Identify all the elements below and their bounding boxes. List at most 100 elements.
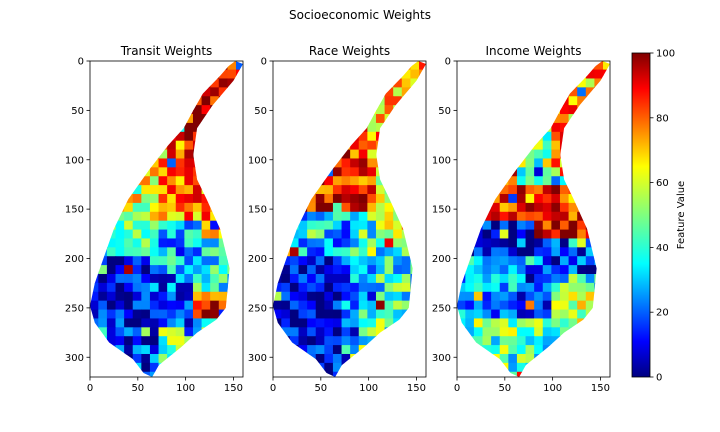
map-cell xyxy=(210,318,220,328)
map-cell xyxy=(192,202,203,213)
map-cell xyxy=(393,371,403,377)
map-cell xyxy=(534,327,544,337)
map-cell xyxy=(332,61,343,71)
map-cell xyxy=(90,202,99,213)
map-cell xyxy=(115,327,125,337)
map-cell xyxy=(115,274,125,284)
map-cell xyxy=(307,176,317,186)
map-cell xyxy=(457,371,466,377)
map-cell xyxy=(482,229,492,240)
map-cell xyxy=(227,131,237,142)
map-cell xyxy=(585,211,595,222)
map-cell xyxy=(375,211,386,222)
map-cell xyxy=(192,238,203,248)
map-cell xyxy=(594,282,604,293)
map-cell xyxy=(457,96,466,106)
map-cell xyxy=(516,211,527,222)
map-cell xyxy=(393,131,403,142)
map-cell xyxy=(141,122,151,133)
map-cell xyxy=(508,202,518,213)
map-cell xyxy=(419,105,426,115)
map-cell xyxy=(457,114,466,124)
map-cell xyxy=(603,61,610,71)
map-cell xyxy=(482,238,492,248)
map-cell xyxy=(218,353,228,364)
map-cell xyxy=(419,114,426,124)
map-cell xyxy=(106,265,117,275)
map-cell xyxy=(124,247,134,257)
map-cell xyxy=(167,345,177,355)
map-cell xyxy=(273,300,282,311)
map-cell xyxy=(401,211,411,222)
map-cell xyxy=(491,353,501,364)
map-cell xyxy=(358,176,368,186)
map-cell xyxy=(281,362,291,373)
map-cell xyxy=(534,362,544,373)
map-cell xyxy=(158,336,168,346)
map-cell xyxy=(115,265,125,275)
map-cell xyxy=(341,211,351,222)
map-cell xyxy=(457,167,466,177)
map-cell xyxy=(324,131,334,142)
map-cell xyxy=(508,353,518,364)
map-cell xyxy=(375,61,386,71)
map-cell xyxy=(473,265,484,275)
map-cell xyxy=(124,353,134,364)
map-cell xyxy=(491,78,501,88)
map-cell xyxy=(358,220,368,231)
map-cell xyxy=(201,353,211,364)
map-cell xyxy=(289,96,300,106)
map-cell xyxy=(358,318,368,328)
map-cell xyxy=(542,158,552,168)
map-cell xyxy=(218,309,228,320)
map-cell xyxy=(384,114,394,124)
map-cell xyxy=(115,336,125,346)
map-cell xyxy=(542,96,552,106)
map-cell xyxy=(401,327,411,337)
map-cell xyxy=(90,229,99,240)
map-cell xyxy=(289,149,300,160)
map-cell xyxy=(141,211,151,222)
map-cell xyxy=(393,309,403,320)
map-cell xyxy=(499,140,509,151)
map-cell xyxy=(577,220,587,231)
map-cell xyxy=(307,202,317,213)
map-cell xyxy=(298,61,308,71)
map-cell xyxy=(482,176,492,186)
map-cell xyxy=(367,194,377,204)
map-cell xyxy=(585,69,595,80)
map-cell xyxy=(315,211,325,222)
map-cell xyxy=(384,300,394,311)
map-cell xyxy=(167,291,177,302)
map-cell xyxy=(603,131,610,142)
map-cell xyxy=(525,238,535,248)
map-cell xyxy=(149,114,160,124)
map-cell xyxy=(90,220,99,231)
colorbar-tick-label: 40 xyxy=(656,243,669,254)
map-cell xyxy=(482,220,492,231)
map-cell xyxy=(132,105,142,115)
map-cell xyxy=(568,149,578,160)
map-cell xyxy=(298,291,308,302)
map-cell xyxy=(132,220,142,231)
map-cell xyxy=(98,309,108,320)
map-cell xyxy=(149,238,160,248)
map-cell xyxy=(585,185,595,195)
map-cell xyxy=(603,309,610,320)
map-cell xyxy=(457,211,466,222)
map-cell xyxy=(124,202,134,213)
map-cell xyxy=(324,265,334,275)
map-cell xyxy=(419,300,426,311)
map-cell xyxy=(167,78,177,88)
map-cell xyxy=(98,211,108,222)
map-cell xyxy=(559,176,570,186)
map-cell xyxy=(175,282,185,293)
map-cell xyxy=(358,122,368,133)
map-cell xyxy=(201,291,211,302)
map-cell xyxy=(90,309,99,320)
map-cell xyxy=(236,327,243,337)
map-cell xyxy=(594,140,604,151)
map-cell xyxy=(132,345,142,355)
map-cell xyxy=(350,336,360,346)
map-cell xyxy=(324,96,334,106)
